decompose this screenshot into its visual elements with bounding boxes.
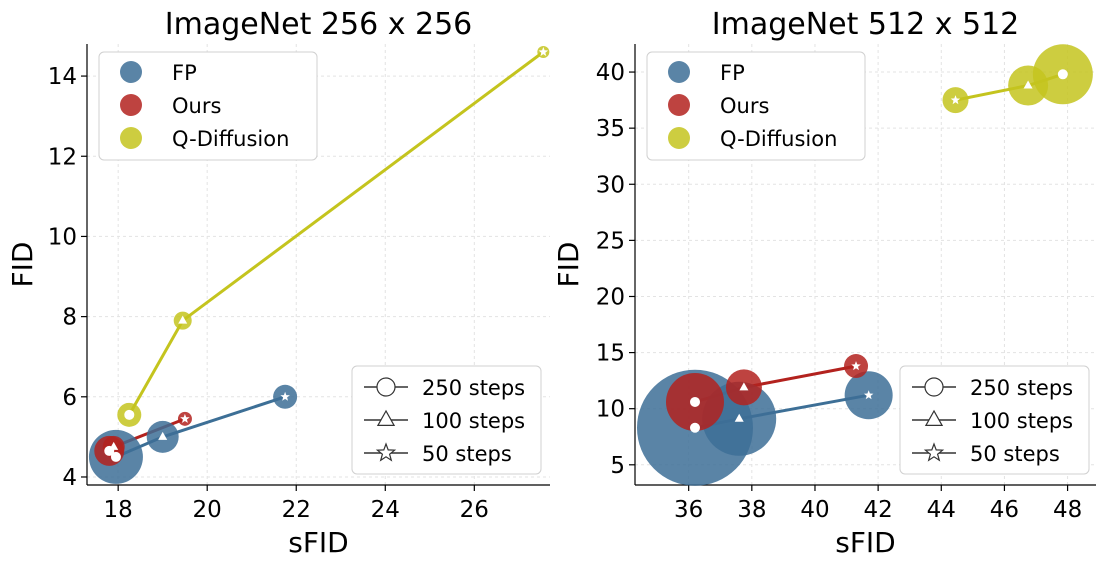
legend-star-icon <box>375 442 397 462</box>
x-tick-label: 48 <box>1053 497 1082 523</box>
legend-swatch <box>120 127 142 149</box>
legend-star-icon <box>923 442 945 462</box>
x-tick-label: 26 <box>460 497 489 523</box>
legend-swatch <box>668 61 690 83</box>
x-axis-label: sFID <box>288 526 349 559</box>
legend-label: Ours <box>720 94 769 118</box>
y-tick-label: 8 <box>62 305 77 331</box>
legend-box <box>899 365 1090 475</box>
step-marker-triangle <box>178 315 188 324</box>
x-tick-label: 38 <box>737 497 766 523</box>
y-tick-label: 15 <box>596 341 625 367</box>
y-tick-label: 6 <box>62 385 77 411</box>
step-marker-circle <box>689 422 700 433</box>
legend-box <box>98 51 318 161</box>
x-tick-label: 36 <box>674 497 703 523</box>
y-tick-label: 35 <box>596 116 625 142</box>
x-tick-label: 44 <box>927 497 956 523</box>
legend-box <box>351 365 542 475</box>
y-tick-label: 5 <box>610 453 625 479</box>
legend-triangle-icon <box>924 409 944 426</box>
method-legend: FP Ours Q-Diffusion <box>98 51 318 161</box>
y-tick-label: 40 <box>596 60 625 86</box>
legend-swatch <box>668 94 690 116</box>
step-marker-star <box>180 413 190 423</box>
legend-box <box>646 51 866 161</box>
y-tick-label: 10 <box>596 397 625 423</box>
step-marker-triangle <box>109 441 119 450</box>
method-legend: FP Ours Q-Diffusion <box>646 51 866 161</box>
step-marker-triangle <box>739 382 749 391</box>
legend-label: 50 steps <box>422 442 512 466</box>
step-marker-star <box>863 390 874 400</box>
chart-title: ImageNet 256 x 256 <box>165 7 473 42</box>
step-marker-triangle <box>1023 80 1033 89</box>
step-marker-triangle <box>158 431 168 440</box>
step-marker-triangle <box>734 413 744 422</box>
legend-triangle-icon <box>376 409 396 426</box>
step-marker-circle <box>124 409 135 420</box>
legend-label: Ours <box>172 94 221 118</box>
y-tick-label: 4 <box>62 465 77 491</box>
legend-swatch <box>668 127 690 149</box>
x-tick-label: 20 <box>193 497 222 523</box>
y-axis-label: FID <box>6 242 39 288</box>
x-tick-label: 46 <box>990 497 1019 523</box>
chart-title: ImageNet 512 x 512 <box>712 7 1020 42</box>
legend-label: 250 steps <box>970 376 1073 400</box>
y-tick-label: 12 <box>48 144 77 170</box>
x-tick-label: 24 <box>371 497 400 523</box>
legend-circle-icon <box>376 377 396 397</box>
legend-label: 50 steps <box>970 442 1060 466</box>
x-tick-label: 40 <box>800 497 829 523</box>
legend-circle-icon <box>924 377 944 397</box>
step-marker-circle <box>689 396 700 407</box>
legend-label: FP <box>720 61 745 85</box>
step-marker-star <box>538 47 549 57</box>
step-marker-star <box>950 95 961 105</box>
legend-label: 250 steps <box>422 376 525 400</box>
chart-imagenet-256: 18 20 22 24 26 4 6 8 10 12 14 ImageNet 256 x 256 sFI… <box>6 7 550 559</box>
x-tick-label: 18 <box>104 497 133 523</box>
step-marker-circle <box>1057 69 1068 80</box>
y-tick-label: 14 <box>48 64 77 90</box>
legend-label: 100 steps <box>970 409 1073 433</box>
legend-swatch <box>120 94 142 116</box>
step-marker-star <box>280 391 290 401</box>
steps-legend: 250 steps 100 steps 50 steps <box>351 365 542 475</box>
step-marker-circle <box>110 451 121 462</box>
legend-label: 100 steps <box>422 409 525 433</box>
chart-imagenet-512: 36 38 40 42 44 46 48 5 10 15 20 25 30 35 40 ImageNet 51… <box>552 7 1096 559</box>
y-tick-label: 30 <box>596 172 625 198</box>
steps-legend: 250 steps 100 steps 50 steps <box>899 365 1090 475</box>
y-tick-label: 25 <box>596 228 625 254</box>
y-tick-label: 10 <box>48 224 77 250</box>
x-axis-label: sFID <box>835 526 896 559</box>
legend-swatch <box>120 61 142 83</box>
legend-label: Q-Diffusion <box>720 127 837 151</box>
y-tick-label: 20 <box>596 284 625 310</box>
y-axis-label: FID <box>552 242 585 288</box>
step-marker-star <box>851 361 861 371</box>
legend-label: Q-Diffusion <box>172 127 289 151</box>
x-tick-label: 42 <box>863 497 892 523</box>
x-tick-label: 22 <box>282 497 311 523</box>
legend-label: FP <box>172 61 197 85</box>
